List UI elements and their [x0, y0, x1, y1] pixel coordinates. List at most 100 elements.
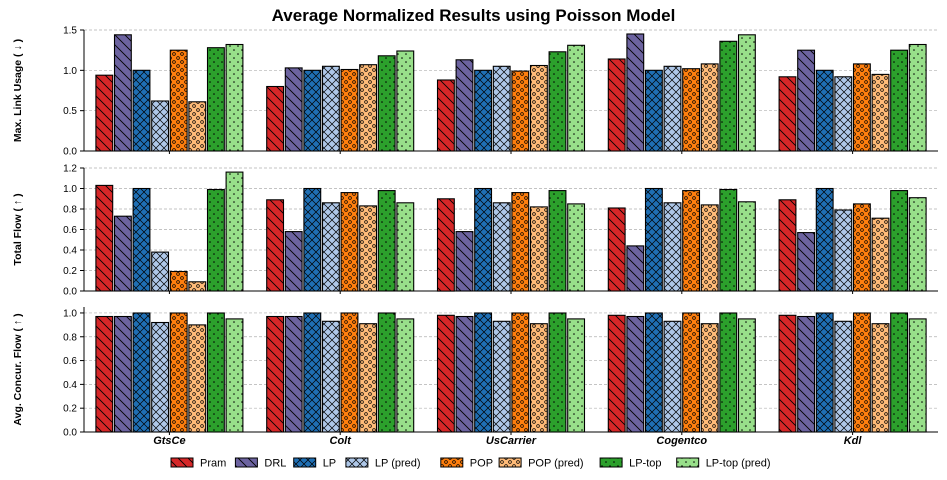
y-tick-label: 0.0: [63, 428, 77, 439]
y-tick-label: 1.0: [63, 66, 77, 77]
bar-pram-kdl: [778, 314, 797, 433]
bar-lp-top-uscarrier: [548, 312, 567, 433]
bar-lp-top-uscarrier: [548, 190, 567, 292]
bar-lp-pred-uscarrier: [492, 65, 511, 152]
bar-lp-top-pred-cogentco: [737, 201, 756, 292]
legend-swatch-pop-pred: [498, 457, 522, 468]
panel-1: 0.0 0.5 1.0 1.5 Max. Link Usage ( ↓ ): [12, 26, 938, 158]
bar-pop-pred-uscarrier: [529, 64, 548, 152]
bar-pop-pred-colt: [359, 64, 378, 152]
x-category-label: UsCarrier: [486, 435, 537, 447]
bar-lp-top-pred-cogentco: [737, 34, 756, 152]
bar-drl-gtsce: [113, 215, 132, 292]
legend-swatch-pop: [440, 457, 464, 468]
bar-lp-top-pred-uscarrier: [567, 318, 586, 433]
x-category-label: Kdl: [844, 435, 863, 447]
bar-lp-pred-uscarrier: [492, 202, 511, 292]
y-tick-label: 1.2: [63, 164, 77, 175]
y-tick-label: 1.0: [63, 308, 77, 319]
bar-lp-kdl: [815, 187, 834, 292]
legend-swatch-lp-top: [599, 457, 623, 468]
bar-drl-colt: [284, 231, 303, 292]
bar-lp-pred-kdl: [834, 209, 853, 292]
legend-label-lp-pred: LP (pred): [375, 458, 421, 470]
y-tick-label: 0.2: [63, 404, 77, 415]
bar-pop-pred-cogentco: [700, 323, 719, 433]
y-tick-label: 0.0: [63, 147, 77, 158]
bar-lp-top-kdl: [890, 190, 909, 292]
bar-pram-colt: [266, 315, 285, 433]
bar-drl-colt: [284, 67, 303, 152]
bar-lp-top-pred-uscarrier: [567, 203, 586, 292]
bar-drl-kdl: [797, 49, 816, 152]
bar-pop-colt: [340, 312, 359, 433]
bar-pop-cogentco: [682, 312, 701, 433]
bar-drl-gtsce: [113, 34, 132, 152]
bar-pram-uscarrier: [436, 314, 455, 433]
legend-label-pop-pred: POP (pred): [528, 458, 583, 470]
bar-drl-kdl: [797, 232, 816, 292]
bar-pop-gtsce: [169, 312, 188, 433]
bar-pop-cogentco: [682, 190, 701, 292]
bar-pop-pred-gtsce: [188, 281, 207, 292]
bar-drl-gtsce: [113, 315, 132, 433]
y-tick-label: 0.8: [63, 205, 77, 216]
legend-label-lp-top: LP-top: [629, 458, 661, 470]
bar-lp-pred-gtsce: [151, 321, 170, 433]
bar-pram-colt: [266, 85, 285, 152]
y-axis-label: Avg. Concur. Flow ( ↑ ): [12, 313, 24, 425]
bar-pram-kdl: [778, 199, 797, 292]
bar-lp-pred-colt: [321, 320, 340, 433]
bar-lp-top-uscarrier: [548, 51, 567, 152]
x-category-label: Cogentco: [656, 435, 707, 447]
legend-label-lp: LP: [323, 458, 336, 470]
bar-pop-uscarrier: [511, 70, 530, 152]
bar-lp-pred-gtsce: [151, 100, 170, 152]
bar-lp-pred-kdl: [834, 76, 853, 152]
bar-lp-gtsce: [132, 69, 151, 152]
bar-drl-uscarrier: [455, 315, 474, 433]
bar-lp-cogentco: [644, 312, 663, 433]
y-tick-label: 0.6: [63, 225, 77, 236]
y-tick-label: 1.0: [63, 184, 77, 195]
y-tick-label: 0.6: [63, 356, 77, 367]
panel-3: 0.0 0.2 0.4 0.6 0.8 1.0 Avg. Concur. Flow ( ↑ …: [12, 307, 938, 439]
bar-lp-top-gtsce: [206, 312, 225, 433]
bar-lp-uscarrier: [474, 312, 493, 433]
bar-lp-uscarrier: [474, 187, 493, 292]
legend-label-lp-top-pred: LP-top (pred): [706, 458, 771, 470]
bar-pram-colt: [266, 199, 285, 292]
bar-pop-pred-gtsce: [188, 101, 207, 152]
bar-pram-gtsce: [95, 184, 114, 292]
bar-lp-colt: [303, 187, 322, 292]
bar-pop-gtsce: [169, 270, 188, 292]
bar-pop-cogentco: [682, 68, 701, 152]
bar-lp-pred-cogentco: [663, 65, 682, 152]
bar-lp-cogentco: [644, 187, 663, 292]
bar-pram-cogentco: [607, 314, 626, 433]
bar-lp-top-pred-kdl: [908, 43, 927, 152]
bar-pram-kdl: [778, 76, 797, 152]
y-tick-label: 0.2: [63, 266, 77, 277]
legend-label-pop: POP: [470, 458, 493, 470]
bar-drl-cogentco: [626, 245, 645, 292]
bar-lp-top-pred-gtsce: [225, 43, 244, 152]
bar-lp-top-cogentco: [719, 312, 738, 433]
bar-lp-pred-kdl: [834, 320, 853, 433]
bar-pop-pred-kdl: [871, 217, 890, 292]
bar-lp-pred-cogentco: [663, 320, 682, 433]
bar-pop-pred-colt: [359, 323, 378, 433]
bar-drl-colt: [284, 315, 303, 433]
bar-lp-cogentco: [644, 69, 663, 152]
bar-lp-top-pred-uscarrier: [567, 44, 586, 152]
bar-lp-gtsce: [132, 312, 151, 433]
bar-lp-top-gtsce: [206, 47, 225, 152]
y-axis-label: Max. Link Usage ( ↓ ): [12, 39, 24, 142]
bar-lp-top-pred-cogentco: [737, 318, 756, 433]
bar-pop-pred-cogentco: [700, 204, 719, 292]
bar-lp-pred-cogentco: [663, 202, 682, 292]
legend-swatch-drl: [234, 457, 258, 468]
bar-lp-top-pred-colt: [396, 50, 415, 152]
bar-lp-top-pred-kdl: [908, 197, 927, 292]
